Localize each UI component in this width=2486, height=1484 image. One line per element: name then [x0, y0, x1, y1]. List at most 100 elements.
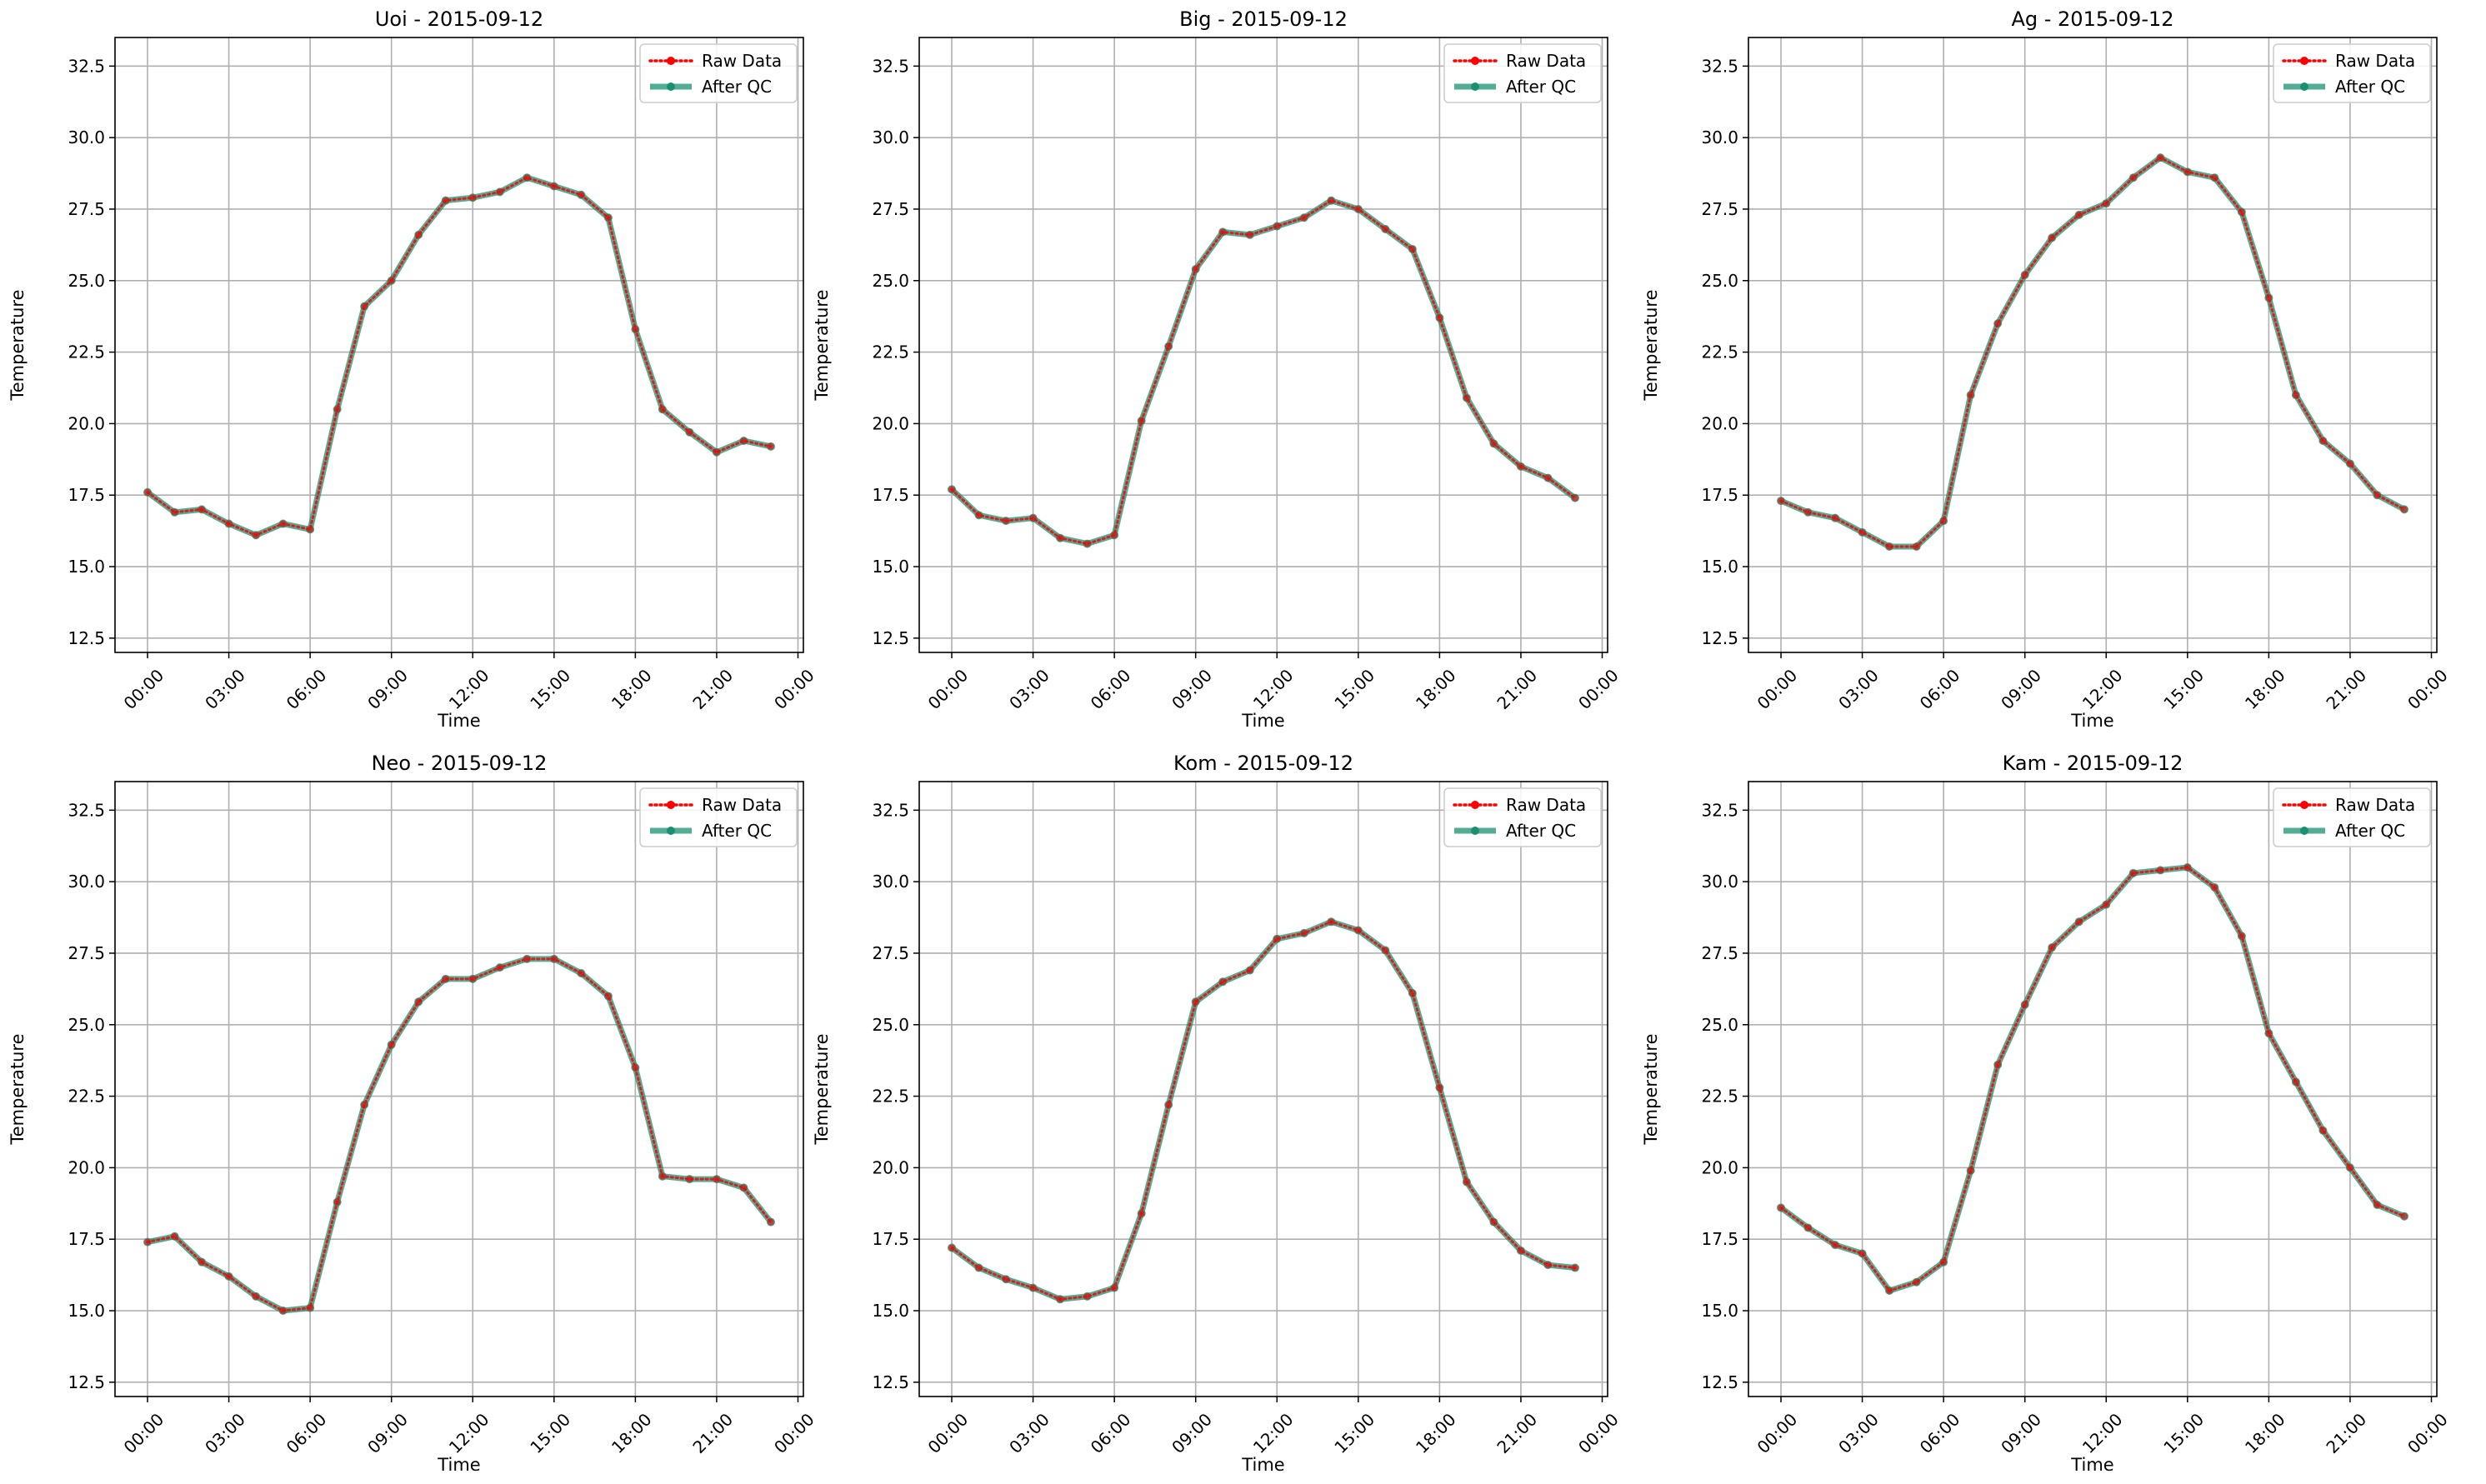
data-point-raw — [1994, 320, 2002, 327]
data-point-raw — [1328, 197, 1335, 204]
data-point-raw — [225, 520, 233, 527]
legend-marker-after-qc — [667, 82, 675, 91]
x-tick-label: 21:00 — [1493, 665, 1541, 713]
y-tick-label: 32.5 — [872, 56, 909, 76]
x-tick-label: 18:00 — [1412, 1409, 1460, 1457]
x-tick-label: 09:00 — [1168, 1409, 1216, 1457]
x-tick-label: 03:00 — [1005, 665, 1053, 713]
y-tick-label: 17.5 — [1701, 1229, 1738, 1249]
y-axis-label: Temperature — [1641, 289, 1661, 401]
legend-label: After QC — [702, 77, 772, 97]
series-line-after-qc — [1778, 864, 2406, 1294]
series-line-after-qc — [145, 174, 772, 538]
x-tick-label: 00:00 — [1753, 1409, 1802, 1457]
data-point-raw — [496, 964, 503, 972]
x-axis-label: Time — [2070, 1455, 2113, 1475]
legend-marker-raw — [667, 57, 675, 65]
data-point-raw — [2103, 200, 2110, 207]
data-point-raw — [2183, 168, 2191, 176]
legend-marker-raw — [1471, 57, 1479, 65]
y-tick-label: 12.5 — [872, 1372, 909, 1392]
data-point-raw — [2346, 460, 2353, 467]
x-tick-label: 15:00 — [1330, 1409, 1378, 1457]
x-tick-label: 00:00 — [120, 665, 168, 713]
y-tick-label: 30.0 — [1701, 127, 1738, 147]
data-point-raw — [2238, 932, 2245, 940]
chart-title: Kam - 2015-09-12 — [2003, 752, 2183, 775]
y-tick-label: 12.5 — [68, 628, 105, 648]
data-point-raw — [1138, 417, 1145, 424]
data-point-raw — [2292, 392, 2299, 399]
data-point-raw — [253, 1292, 260, 1300]
data-point-raw — [225, 1272, 233, 1280]
x-tick-label: 00:00 — [1574, 665, 1623, 713]
y-tick-label: 27.5 — [68, 943, 105, 963]
x-tick-label: 09:00 — [1997, 1409, 2045, 1457]
x-tick-label: 06:00 — [1087, 1409, 1135, 1457]
data-point-raw — [1571, 494, 1578, 502]
x-tick-label: 15:00 — [2159, 665, 2208, 713]
legend-label: After QC — [2335, 77, 2405, 97]
y-tick-label: 27.5 — [872, 199, 909, 219]
y-tick-label: 27.5 — [1701, 199, 1738, 219]
x-tick-label: 12:00 — [2078, 665, 2127, 713]
data-point-raw — [2021, 1001, 2028, 1008]
chart-panel: 12.5 15.0 17.5 20.0 22.5 25.0 27.5 30.0 32.5 00:0… — [1641, 7, 2452, 731]
y-tick-label: 17.5 — [68, 1229, 105, 1249]
x-tick-label: 06:00 — [1916, 1409, 1964, 1457]
data-point-raw — [1246, 231, 1253, 238]
series-line-raw — [950, 920, 1577, 1301]
y-tick-label: 20.0 — [872, 1157, 909, 1177]
y-tick-label: 25.0 — [68, 1015, 105, 1035]
legend: Raw Data After QC — [1443, 787, 1602, 847]
data-point-raw — [523, 174, 531, 182]
legend: Raw Data After QC — [2273, 43, 2431, 103]
x-tick-label: 21:00 — [688, 1409, 737, 1457]
data-point-raw — [767, 1218, 774, 1226]
x-tick-label: 00:00 — [770, 1409, 818, 1457]
x-tick-label: 00:00 — [1753, 665, 1802, 713]
data-point-raw — [1192, 998, 1199, 1006]
axes-frame — [918, 37, 1608, 653]
data-point-raw — [948, 486, 956, 493]
data-point-raw — [948, 1244, 956, 1252]
x-tick-label: 00:00 — [924, 665, 973, 713]
series-line-raw — [1779, 156, 2406, 548]
chart-panel: 12.5 15.0 17.5 20.0 22.5 25.0 27.5 30.0 32.5 00:0… — [1641, 752, 2452, 1475]
x-tick-label: 21:00 — [2322, 1409, 2370, 1457]
y-tick-label: 25.0 — [1701, 1015, 1738, 1035]
y-tick-label: 17.5 — [872, 1229, 909, 1249]
axes-frame — [114, 37, 804, 653]
legend-marker-after-qc — [1471, 82, 1479, 91]
x-tick-label: 03:00 — [1005, 1409, 1053, 1457]
data-point-raw — [2292, 1078, 2299, 1086]
y-tick-label: 32.5 — [68, 800, 105, 820]
data-point-raw — [1354, 927, 1362, 934]
data-point-raw — [388, 1041, 395, 1048]
data-point-raw — [1003, 1276, 1010, 1283]
data-point-raw — [1408, 990, 1416, 997]
data-point-raw — [1057, 1296, 1064, 1303]
data-point-raw — [1832, 1242, 1839, 1249]
y-tick-label: 12.5 — [1701, 1372, 1738, 1392]
chart-panel: 12.5 15.0 17.5 20.0 22.5 25.0 27.5 30.0 32.5 00:0… — [8, 752, 818, 1475]
x-tick-label: 00:00 — [1574, 1409, 1623, 1457]
x-tick-label: 06:00 — [283, 1409, 331, 1457]
legend-label: Raw Data — [702, 51, 782, 71]
data-point-raw — [1967, 392, 1974, 399]
data-point-raw — [1219, 978, 1227, 986]
y-tick-label: 15.0 — [1701, 1301, 1738, 1321]
x-tick-label: 03:00 — [1834, 1409, 1883, 1457]
y-tick-label: 20.0 — [1701, 1157, 1738, 1177]
data-point-raw — [632, 1064, 639, 1072]
data-point-raw — [1463, 394, 1470, 402]
series-line-after-qc — [949, 197, 1578, 547]
chart-title: Uoi - 2015-09-12 — [375, 7, 543, 31]
y-tick-label: 32.5 — [1701, 800, 1738, 820]
x-axis-label: Time — [2070, 711, 2113, 731]
data-point-raw — [2129, 869, 2137, 877]
data-point-raw — [1490, 440, 1498, 447]
data-point-raw — [361, 302, 368, 310]
data-point-raw — [1913, 542, 1920, 550]
data-point-raw — [361, 1101, 368, 1108]
